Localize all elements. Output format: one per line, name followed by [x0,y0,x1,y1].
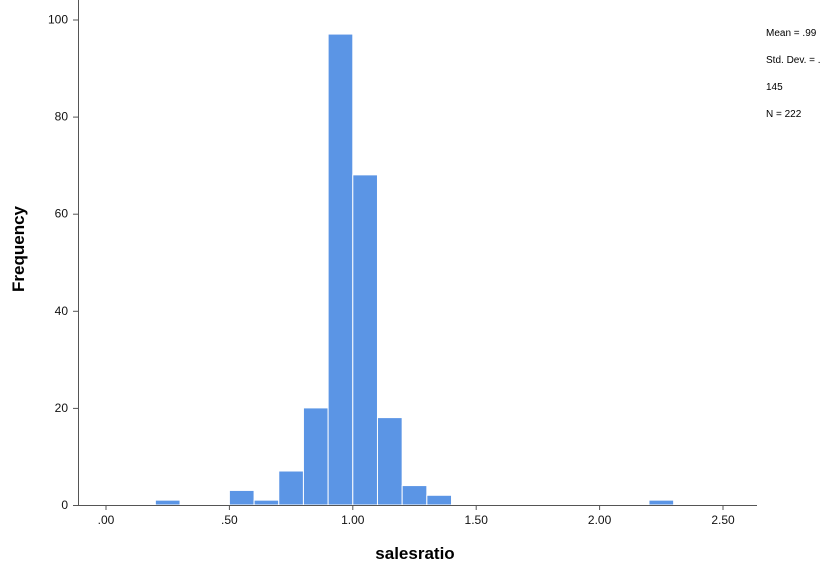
histogram-bar [401,485,428,506]
stat-n: N = 222 [766,109,802,120]
y-axis-title: Frequency [9,205,28,292]
y-tick-label: 60 [55,207,69,221]
x-tick-label: 1.50 [465,513,489,527]
histogram-bar [253,499,280,506]
y-tick-label: 40 [55,304,69,318]
x-axis-title: salesratio [375,544,454,563]
histogram-bars [154,33,675,506]
histogram-bar [278,470,304,506]
x-tick-label: 2.50 [711,513,735,527]
y-tick-label: 0 [61,498,68,512]
histogram-bar [327,33,354,506]
summary-statistics: Mean = .99 Std. Dev. = . 145 N = 222 [766,11,836,128]
histogram-bar [352,174,378,506]
x-tick-label: 2.00 [588,513,612,527]
histogram-bar [426,494,453,506]
histogram-bar [154,499,181,506]
x-tick-label: 1.00 [341,513,365,527]
y-tick-label: 100 [48,13,68,27]
x-tick-label: .00 [98,513,115,527]
histogram-bar [302,407,329,506]
y-tick-label: 20 [55,401,69,415]
histogram-bar [376,417,403,506]
axes [73,0,757,510]
histogram-bar [648,499,675,506]
y-tick-label: 80 [55,110,69,124]
stat-mean: Mean = .99 [766,28,817,39]
tick-labels: 0 20 40 60 80 100 .00 .50 1.00 1.50 2.00 2.50 [48,13,735,528]
histogram-bar [228,489,255,506]
x-tick-label: .50 [221,513,238,527]
stat-std-dev: Std. Dev. = . [766,55,821,66]
stat-std-dev-cont: 145 [766,82,783,93]
